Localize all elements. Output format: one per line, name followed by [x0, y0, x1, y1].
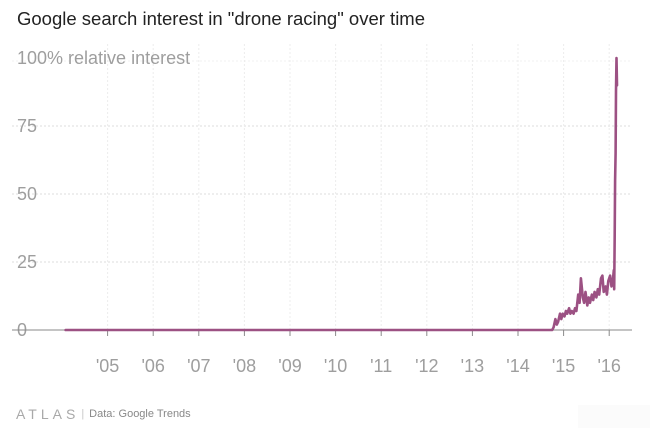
x-tick-label: '09 [278, 356, 301, 376]
x-tick-label: '10 [324, 356, 347, 376]
x-tick-label: '16 [597, 356, 620, 376]
x-tick-label: '11 [370, 356, 392, 376]
footer-separator: | [81, 408, 85, 420]
footer-mask [578, 405, 650, 428]
x-tick-label: '06 [141, 356, 164, 376]
y-axis-label: 100% relative interest [17, 48, 190, 68]
atlas-logo: ATLAS [16, 406, 80, 422]
y-tick-label: 50 [17, 184, 37, 204]
x-tick-label: '15 [552, 356, 575, 376]
x-axis: '05 '06 '07 '08 '09 '10 '11 '12 '13 '14 '15 '16 [96, 330, 621, 376]
x-tick-label: '07 [187, 356, 210, 376]
chart-title: Google search interest in "drone racing"… [17, 8, 426, 29]
x-tick-label: '12 [415, 356, 438, 376]
y-tick-label: 75 [17, 116, 37, 136]
series-line-0 [64, 56, 619, 332]
gridlines [12, 44, 632, 330]
series-layer [64, 56, 619, 332]
data-source: Data: Google Trends [89, 408, 191, 420]
x-tick-label: '08 [233, 356, 256, 376]
x-tick-label: '14 [506, 356, 529, 376]
x-tick-label: '05 [96, 356, 119, 376]
y-tick-label: 25 [17, 252, 37, 272]
x-tick-label: '13 [461, 356, 484, 376]
chart-footer: ATLAS | Data: Google Trends [16, 406, 195, 422]
